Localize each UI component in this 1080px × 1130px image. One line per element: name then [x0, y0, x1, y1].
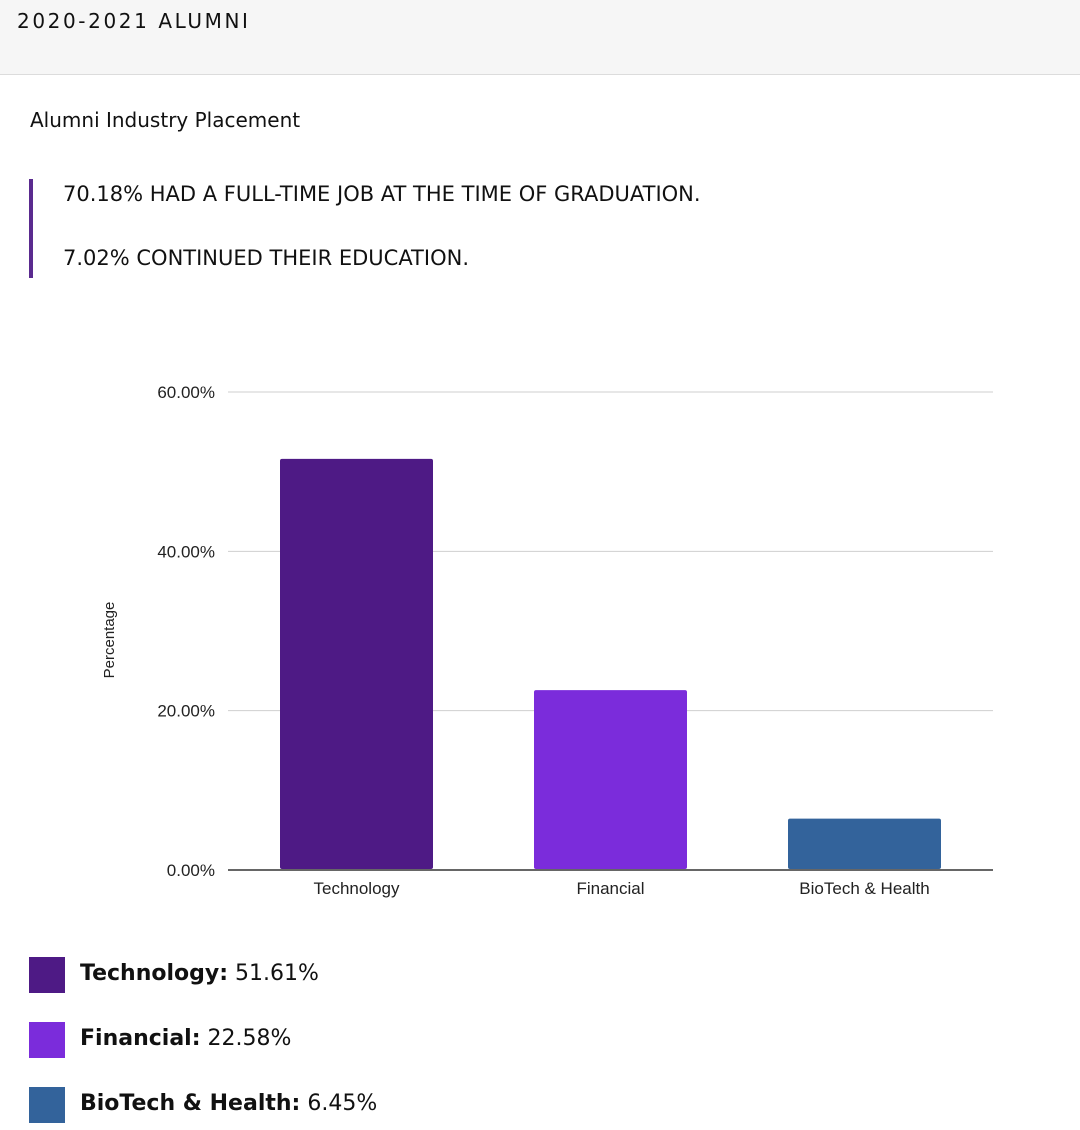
highlight-quote: 70.18% HAD A FULL-TIME JOB AT THE TIME O…: [29, 179, 929, 278]
legend-item-financial: Financial: 22.58%: [29, 1022, 729, 1058]
x-tick-label: BioTech & Health: [799, 879, 929, 898]
legend-label-financial: Financial:: [80, 1026, 201, 1051]
legend-label-technology: Technology:: [80, 961, 229, 986]
legend-value-financial: 22.58%: [207, 1026, 292, 1051]
legend-label-biotech: BioTech & Health:: [80, 1091, 301, 1116]
y-tick-label: 20.00%: [157, 702, 215, 721]
x-tick-label: Financial: [576, 879, 644, 898]
legend-item-technology: Technology: 51.61%: [29, 957, 729, 993]
header-title: 2020-2021 ALUMNI: [17, 9, 251, 33]
legend-swatch-technology: [29, 957, 65, 993]
y-tick-label: 60.00%: [157, 383, 215, 402]
x-tick-label: Technology: [313, 879, 400, 898]
bar-technology: [280, 458, 433, 869]
highlight-employment: 70.18% HAD A FULL-TIME JOB AT THE TIME O…: [63, 182, 701, 206]
legend-value-technology: 51.61%: [235, 961, 319, 986]
bar-financial: [534, 690, 687, 869]
legend-swatch-biotech: [29, 1087, 65, 1123]
legend-value-biotech: 6.45%: [307, 1091, 378, 1116]
bar-biotech-health: [788, 818, 941, 869]
industry-bar-chart: 0.00% 20.00% 40.00% 60.00% Percentage Technol…: [101, 383, 993, 898]
legend-swatch-financial: [29, 1022, 65, 1058]
y-tick-label: 40.00%: [157, 542, 215, 561]
y-axis-label: Percentage: [101, 602, 118, 679]
page-header: 2020-2021 ALUMNI: [0, 0, 1080, 75]
y-tick-label: 0.00%: [167, 861, 215, 880]
section-title: Alumni Industry Placement: [30, 108, 301, 132]
highlight-education: 7.02% CONTINUED THEIR EDUCATION.: [63, 246, 469, 270]
legend-item-biotech: BioTech & Health: 6.45%: [29, 1087, 729, 1123]
